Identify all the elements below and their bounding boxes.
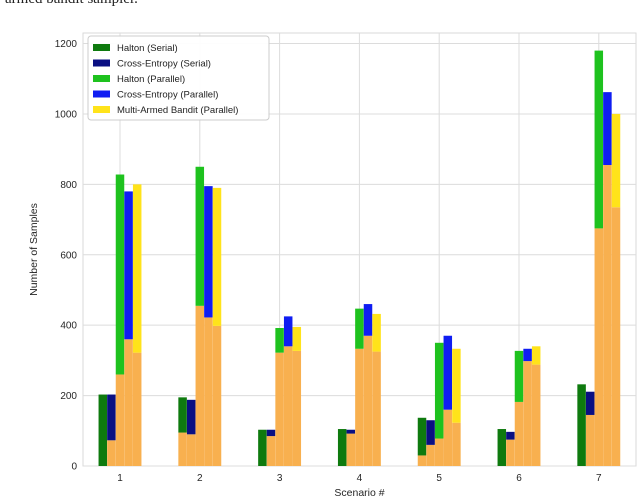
bar-segment <box>531 346 541 365</box>
bar-segment <box>283 316 293 347</box>
bar-base <box>266 436 276 466</box>
bar-segment <box>372 313 381 352</box>
bar-base <box>212 325 222 466</box>
bar-base <box>611 207 621 466</box>
bar-base <box>514 401 524 466</box>
bar-segment <box>186 399 196 435</box>
x-tick-label: 7 <box>596 473 602 484</box>
bar-base <box>292 350 302 466</box>
bar-segment <box>124 191 133 340</box>
x-tick-label: 2 <box>197 473 203 484</box>
bar-base <box>107 440 116 466</box>
bar-base <box>275 352 284 466</box>
y-tick-label: 600 <box>60 250 77 261</box>
bar-base <box>283 346 293 466</box>
y-tick-label: 800 <box>60 180 77 191</box>
bar-base <box>346 433 356 466</box>
y-tick-label: 1200 <box>55 39 78 50</box>
bar-base <box>426 444 435 466</box>
bar-segment <box>585 391 595 415</box>
bar-base <box>531 364 541 466</box>
bar-segment <box>98 394 108 466</box>
bar-segment <box>506 431 515 440</box>
x-tick-label: 4 <box>357 473 363 484</box>
bar-segment <box>594 50 604 229</box>
bar-base <box>506 439 515 466</box>
legend-swatch <box>93 106 110 113</box>
bar-base <box>186 434 196 466</box>
legend-label: Halton (Serial) <box>117 43 178 54</box>
bar-base <box>132 352 142 466</box>
y-tick-label: 1000 <box>55 109 78 120</box>
y-tick-label: 200 <box>60 391 77 402</box>
legend-swatch <box>93 90 110 98</box>
bar-segment <box>178 397 187 433</box>
bar-segment <box>107 394 116 441</box>
bar-segment <box>417 417 427 456</box>
bar-segment <box>132 184 142 353</box>
bar-base <box>195 305 205 466</box>
legend-label: Halton (Parallel) <box>117 74 185 85</box>
bar-base <box>355 348 364 466</box>
tick-labels: 0 200 400 600 800 1000 1200 1 2 3 4 5 6 7 <box>55 39 602 484</box>
bar-segment <box>363 304 373 336</box>
bar-segment <box>434 342 444 439</box>
bar-segment <box>204 186 213 318</box>
bar-segment <box>452 348 461 423</box>
x-tick-label: 3 <box>277 473 283 484</box>
legend-label: Cross-Entropy (Parallel) <box>117 90 218 101</box>
bar-segment <box>212 187 222 326</box>
bar-base <box>443 409 453 466</box>
bar-base <box>585 414 595 466</box>
bar-base <box>124 339 133 466</box>
bar-segment <box>292 326 302 351</box>
bar-base <box>363 335 373 466</box>
bar-segment <box>346 429 356 434</box>
y-tick-label: 0 <box>71 462 77 473</box>
bar-segment <box>577 384 586 466</box>
legend-label: Multi-Armed Bandit (Parallel) <box>117 105 238 116</box>
bar-segment <box>355 308 364 349</box>
x-tick-label: 1 <box>117 473 123 484</box>
bar-base <box>603 165 612 466</box>
bar-base <box>417 455 427 466</box>
bar-base <box>594 228 604 466</box>
bar-base <box>523 361 532 466</box>
bar-segment <box>514 350 524 402</box>
bar-segment <box>337 429 347 466</box>
bar-segment <box>611 113 621 208</box>
bar-segment <box>523 348 532 362</box>
legend-label: Cross-Entropy (Serial) <box>117 59 211 70</box>
bar-base <box>115 374 125 466</box>
bar-segment <box>266 429 276 437</box>
legend-box <box>87 35 270 121</box>
legend-swatch <box>93 44 110 51</box>
legend-swatch <box>93 59 110 67</box>
legend: Halton (Serial) Cross-Entropy (Serial) Hal… <box>87 35 270 121</box>
y-tick-label: 400 <box>60 321 77 332</box>
bar-segment <box>258 429 267 466</box>
bar-base <box>452 422 461 466</box>
x-tick-label: 5 <box>436 473 442 484</box>
y-axis-label: Number of Samples <box>28 203 40 296</box>
x-axis-label: Scenario # <box>334 487 384 499</box>
x-tick-label: 6 <box>516 473 522 484</box>
bar-segment <box>426 420 435 445</box>
bar-segment <box>443 335 453 410</box>
bar-base <box>434 438 444 466</box>
bar-segment <box>275 328 284 353</box>
bar-base <box>178 432 187 466</box>
bar-segment <box>115 174 125 375</box>
bar-base <box>372 351 381 466</box>
bar-segment <box>497 429 507 466</box>
bar-segment <box>603 92 612 166</box>
legend-swatch <box>93 75 110 82</box>
bar-base <box>204 317 213 466</box>
caption-fragment: -armed bandit sampler. <box>0 0 138 8</box>
bars-group <box>98 50 621 466</box>
bar-segment <box>195 166 205 306</box>
